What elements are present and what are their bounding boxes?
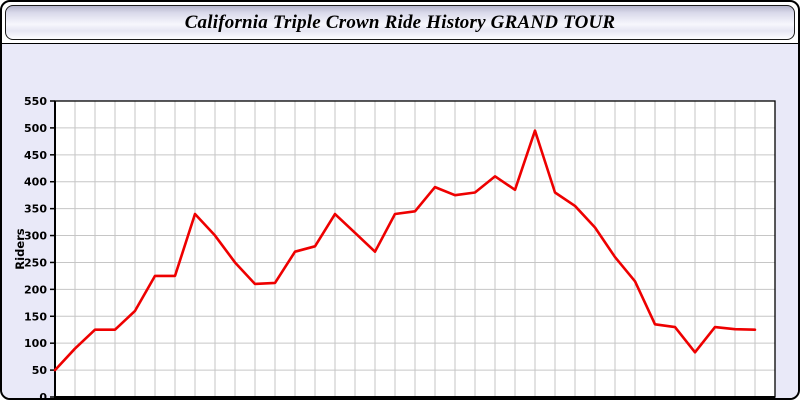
y-tick-label: 0 [39, 391, 47, 400]
y-tick-label: 150 [24, 310, 47, 323]
y-tick-label: 550 [24, 95, 47, 108]
y-tick-label: 250 [24, 256, 47, 269]
y-tick-label: 300 [24, 230, 47, 243]
y-tick-label: 400 [24, 176, 47, 189]
y-tick-label: 200 [24, 283, 47, 296]
y-axis-title: Riders [13, 228, 27, 270]
y-tick-label: 100 [24, 337, 47, 350]
riders-line-chart: 0501001502002503003504004505005501990199… [13, 95, 776, 400]
chart-body: 0501001502002503003504004505005501990199… [2, 44, 798, 398]
y-tick-label: 500 [24, 122, 47, 135]
riders-series-line [53, 129, 757, 372]
y-tick-label: 450 [24, 149, 47, 162]
y-tick-label: 50 [32, 364, 48, 377]
y-tick-label: 350 [24, 203, 47, 216]
page-title: California Triple Crown Ride History GRA… [184, 11, 616, 33]
title-bar: California Triple Crown Ride History GRA… [5, 5, 795, 40]
header-divider [2, 43, 798, 44]
